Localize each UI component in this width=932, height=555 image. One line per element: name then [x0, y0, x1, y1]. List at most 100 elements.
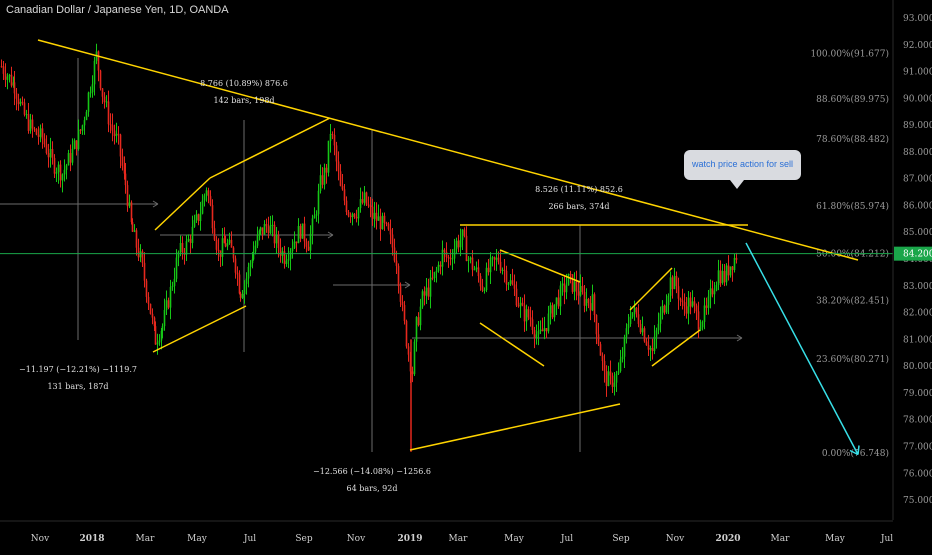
candle-body-319: [629, 316, 632, 325]
candle-body-358: [707, 296, 710, 308]
candle-body-290: [571, 274, 574, 292]
candle-body-4: [8, 74, 11, 77]
candle-body-54: [107, 101, 110, 125]
candle-body-303: [597, 334, 600, 345]
candle-body-173: [337, 161, 340, 172]
candle-body-7: [13, 82, 16, 94]
candle-body-155: [301, 223, 304, 239]
candle-body-151: [293, 241, 296, 248]
candle-body-322: [635, 307, 638, 315]
x-tick-label-12: Nov: [666, 534, 685, 544]
candle-body-191: [373, 212, 376, 219]
y-tick-label-8: 83.000: [903, 282, 932, 292]
candle-body-115: [224, 243, 227, 247]
candle-body-349: [689, 297, 692, 307]
candle-body-143: [277, 235, 280, 248]
candle-body-187: [365, 192, 368, 205]
candle-body-352: [695, 305, 698, 312]
candle-body-197: [385, 222, 388, 224]
y-tick-label-2: 77.000: [903, 442, 932, 452]
candle-body-336: [663, 305, 666, 313]
candle-body-78: [153, 317, 156, 327]
candle-body-142: [275, 235, 278, 244]
candle-body-24: [47, 153, 50, 158]
trendline-2: [154, 177, 211, 231]
candle-body-320: [631, 312, 634, 317]
candle-body-345: [681, 300, 684, 303]
candle-body-100: [195, 214, 198, 221]
candle-body-77: [151, 313, 154, 318]
y-tick-label-3: 78.000: [903, 416, 932, 426]
candle-body-206: [403, 305, 406, 322]
candle-body-259: [509, 280, 512, 284]
measure-m2-line1: 8.526 (11.11%) 852.6: [535, 185, 623, 194]
candle-body-177: [345, 200, 348, 213]
candle-body-101: [197, 214, 200, 221]
candle-body-291: [573, 281, 576, 292]
candle-body-273: [537, 331, 540, 335]
measure-arrowhead-1: [327, 231, 334, 239]
candle-body-267: [525, 309, 528, 322]
candle-body-245: [481, 286, 484, 291]
candle-body-137: [265, 224, 268, 227]
projection-arrow-head: [849, 445, 860, 456]
trendline-0: [37, 39, 859, 261]
trendline-1: [152, 305, 247, 353]
candle-body-98: [191, 226, 194, 243]
candle-body-176: [343, 189, 346, 201]
candle-body-57: [113, 130, 116, 137]
candle-body-266: [523, 305, 526, 322]
y-tick-label-1: 76.000: [903, 469, 932, 479]
candle-body-16: [31, 119, 34, 129]
candle-body-346: [683, 302, 686, 307]
candle-body-220: [431, 277, 434, 279]
candle-body-285: [561, 283, 564, 286]
candle-body-304: [599, 344, 602, 356]
candle-body-305: [601, 355, 604, 362]
candle-body-148: [287, 258, 290, 261]
candle-body-140: [271, 224, 274, 226]
candle-body-134: [259, 227, 262, 231]
candle-body-227: [445, 251, 448, 258]
candle-body-169: [329, 133, 332, 141]
candle-body-5: [10, 74, 13, 86]
candle-body-300: [591, 294, 594, 311]
candle-body-204: [399, 286, 402, 302]
candle-body-333: [657, 323, 660, 331]
candle-body-281: [553, 304, 556, 318]
x-tick-label-6: Nov: [347, 534, 366, 544]
projection-arrow-line: [745, 242, 859, 455]
fib-label-0: 100.00%(91.677): [810, 48, 889, 59]
candle-body-263: [517, 305, 520, 307]
y-tick-label-4: 79.000: [903, 389, 932, 399]
candle-body-38: [75, 140, 78, 150]
trendline-4: [409, 403, 621, 451]
candle-body-280: [551, 305, 554, 318]
candle-body-343: [677, 286, 680, 299]
candle-body-342: [675, 275, 678, 287]
candle-body-310: [611, 375, 614, 387]
candle-body-71: [139, 251, 142, 258]
candle-body-297: [585, 298, 588, 306]
candle-body-228: [447, 257, 450, 259]
candle-body-119: [232, 247, 235, 259]
candle-body-0: [0, 66, 3, 68]
candle-body-328: [647, 345, 650, 350]
candle-body-252: [495, 257, 498, 260]
candle-body-82: [160, 330, 163, 341]
candle-body-89: [173, 278, 176, 286]
candle-body-264: [519, 302, 522, 307]
candle-body-132: [256, 235, 259, 246]
x-tick-label-10: Jul: [560, 534, 573, 544]
candle-body-371: [733, 257, 736, 270]
measure-m1-line2: 142 bars, 198d: [213, 96, 274, 105]
measure-m1-line1: 8.766 (10.89%) 876.6: [200, 79, 288, 88]
candle-body-39: [77, 129, 80, 150]
candle-body-224: [439, 264, 442, 267]
x-tick-label-9: May: [504, 534, 525, 544]
candle-body-86: [167, 300, 170, 308]
candle-body-363: [717, 270, 720, 286]
candle-body-36: [71, 148, 74, 163]
